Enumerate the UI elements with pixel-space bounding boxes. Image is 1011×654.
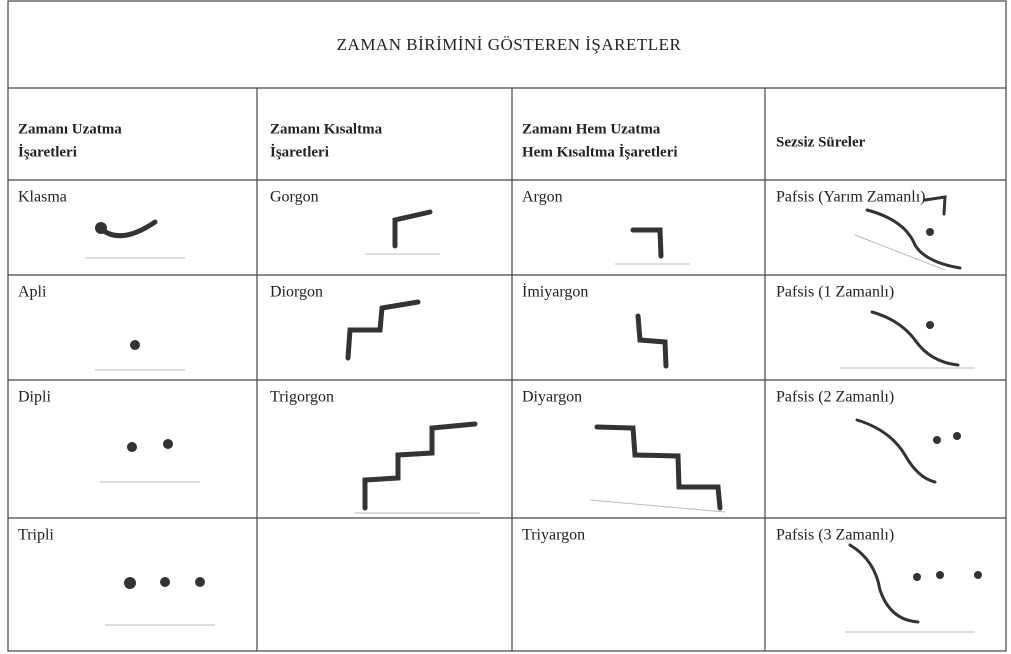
cell-label: İmiyargon <box>522 283 588 301</box>
column-header: Zamanı Uzatma <box>18 121 122 137</box>
cell-label: Dipli <box>18 389 51 406</box>
baseline <box>854 234 946 271</box>
tripli-dot <box>160 577 170 587</box>
pafsis-dot <box>974 571 982 579</box>
pafsis-curve <box>870 310 960 367</box>
cell-label: Argon <box>522 189 563 206</box>
cell-label: Pafsis (3 Zamanlı) <box>776 527 894 544</box>
symbols <box>85 195 982 633</box>
pafsis-dot <box>936 571 944 579</box>
cell-label: Diyargon <box>522 389 582 406</box>
argon-symbol <box>630 227 664 259</box>
dipli-dot <box>163 439 173 449</box>
column-header: Sezsiz Süreler <box>776 134 866 150</box>
cell-label: Triyargon <box>522 527 585 544</box>
table-title: ZAMAN BİRİMİNİ GÖSTEREN İŞARETLER <box>337 35 682 54</box>
cell-label: Apli <box>18 284 47 301</box>
column-header: Hem Kısaltma İşaretleri <box>522 143 678 160</box>
pafsis-dot <box>926 228 934 236</box>
pafsis-dot <box>926 321 934 329</box>
imiyargon-symbol <box>635 313 669 369</box>
pafsis-mark <box>923 195 947 216</box>
diorgon-symbol <box>345 299 421 361</box>
pafsis-dot <box>953 432 961 440</box>
apli-dot <box>130 340 140 350</box>
diyargon-symbol <box>594 424 723 511</box>
cell-label: Pafsis (2 Zamanlı) <box>776 389 894 406</box>
cell-label: Pafsis (1 Zamanlı) <box>776 284 894 301</box>
trigorgon-symbol <box>362 421 478 511</box>
tripli-dot <box>195 577 205 587</box>
dipli-dot <box>127 442 137 452</box>
column-header: İşaretleri <box>270 143 329 160</box>
gorgon-symbol <box>392 209 433 249</box>
table-border <box>7 0 1007 652</box>
klasma-symbol <box>97 219 158 239</box>
cell-label: Klasma <box>18 189 67 206</box>
pafsis-dot <box>933 436 941 444</box>
pafsis-curve <box>848 543 920 624</box>
cell-label: Gorgon <box>270 189 319 206</box>
cell-label: Tripli <box>18 527 54 544</box>
pafsis-dot <box>913 573 921 581</box>
pafsis-curve <box>865 208 962 270</box>
cell-label: Trigorgon <box>270 389 334 406</box>
column-header: İşaretleri <box>18 143 77 160</box>
cell-label: Pafsis (Yarım Zamanlı) <box>776 189 925 206</box>
tripli-dot <box>124 577 136 589</box>
column-header: Zamanı Hem Uzatma <box>522 121 661 137</box>
klasma-dot <box>95 222 107 234</box>
table-grid <box>7 0 1007 652</box>
baseline <box>589 499 726 513</box>
cell-label: Diorgon <box>270 284 323 301</box>
pafsis-curve <box>855 418 937 484</box>
column-header: Zamanı Kısaltma <box>270 121 383 137</box>
